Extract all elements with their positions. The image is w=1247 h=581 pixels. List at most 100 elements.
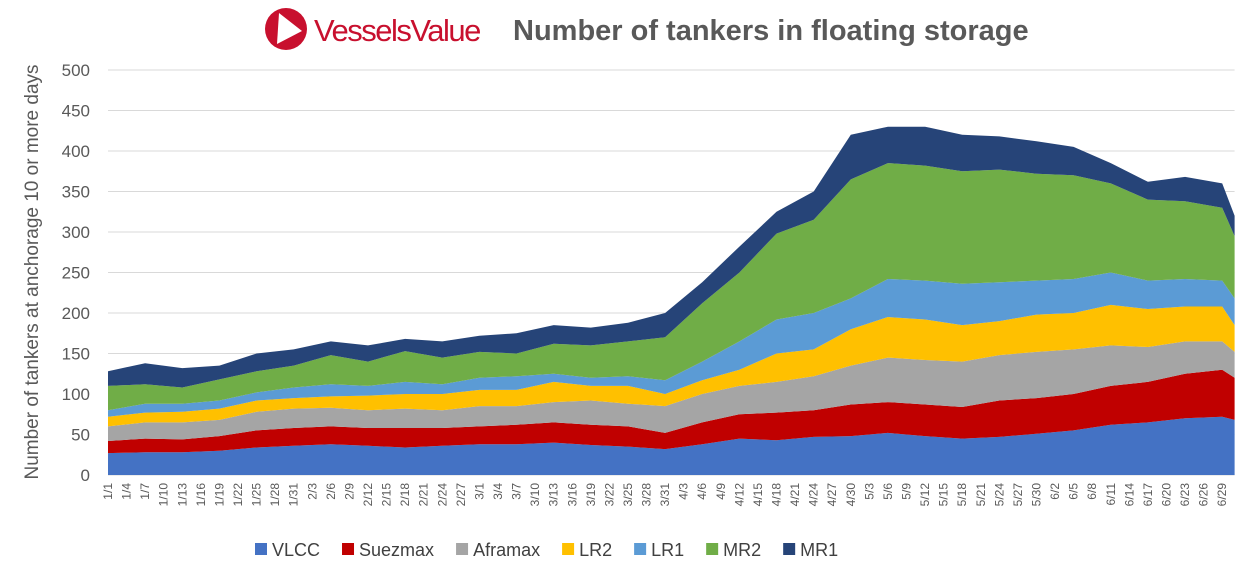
x-tick-label: 5/15 (937, 483, 951, 507)
x-tick-label: 6/20 (1159, 483, 1173, 507)
x-tick-label: 6/23 (1178, 483, 1192, 507)
legend-swatch-aframax (456, 543, 469, 555)
x-tick-label: 2/27 (454, 483, 468, 507)
x-tick-label: 5/27 (1011, 483, 1025, 507)
x-tick-label: 1/22 (231, 483, 245, 507)
legend-label-lr2: LR2 (579, 540, 612, 560)
x-tick-label: 1/25 (250, 483, 264, 507)
x-tick-label: 2/24 (435, 483, 449, 507)
legend: VLCC Suezmax Aframax LR2 LR1 MR2 MR1 (255, 540, 838, 560)
x-tick-label: 3/19 (584, 483, 598, 507)
x-tick-label: 4/9 (714, 483, 728, 500)
x-tick-label: 3/25 (621, 483, 635, 507)
x-tick-label: 3/13 (547, 483, 561, 507)
y-tick-label: 0 (81, 466, 90, 485)
y-axis-title: Number of tankers at anchorage 10 or mor… (22, 64, 43, 479)
legend-swatch-mr1 (783, 543, 796, 555)
legend-label-lr1: LR1 (651, 540, 684, 560)
y-tick-label: 500 (62, 61, 90, 80)
x-tick-label: 1/16 (194, 483, 208, 507)
y-tick-label: 200 (62, 304, 90, 323)
x-tick-label: 3/7 (510, 483, 524, 500)
chart-header: VesselsValue Number of tankers in floati… (265, 8, 1029, 50)
x-tick-label: 3/16 (565, 483, 579, 507)
x-tick-label: 1/19 (212, 483, 226, 507)
area-lr2 (108, 304, 1235, 427)
x-tick-label: 1/10 (157, 483, 171, 507)
y-tick-label: 450 (62, 102, 90, 121)
x-tick-label: 4/12 (732, 483, 746, 507)
x-tick-label: 4/18 (770, 483, 784, 507)
x-tick-label: 1/31 (287, 483, 301, 507)
x-tick-label: 6/26 (1197, 483, 1211, 507)
legend-label-mr1: MR1 (800, 540, 838, 560)
legend-label-mr2: MR2 (723, 540, 761, 560)
x-tick-label: 5/24 (992, 483, 1006, 507)
area-aframax (108, 341, 1235, 441)
x-tick-label: 4/15 (751, 483, 765, 507)
chart-title: Number of tankers in floating storage (513, 15, 1029, 47)
logo-triangle-icon (277, 13, 302, 44)
x-tick-label: 4/24 (807, 483, 821, 507)
x-tick-label: 1/4 (120, 483, 134, 500)
area-mr2 (108, 163, 1235, 411)
legend-label-aframax: Aframax (473, 540, 540, 560)
x-axis-ticks: 1/1 1/4 1/7 1/10 1/13 1/16 1/19 1/22 1/25 1/28 1/3… (101, 483, 1229, 507)
x-tick-label: 6/14 (1122, 483, 1136, 507)
x-tick-label: 6/11 (1104, 483, 1118, 506)
x-tick-label: 6/5 (1067, 483, 1081, 500)
x-tick-label: 2/3 (305, 483, 319, 500)
legend-label-vlcc: VLCC (272, 540, 320, 560)
legend-swatch-suezmax (342, 543, 355, 555)
x-tick-label: 5/21 (974, 483, 988, 507)
x-tick-label: 6/29 (1215, 483, 1229, 507)
x-tick-label: 2/6 (324, 483, 338, 500)
x-tick-label: 4/21 (788, 483, 802, 507)
stacked-areas (108, 126, 1235, 475)
x-tick-label: 6/8 (1085, 483, 1099, 500)
y-axis-ticks: 0 50 100 150 200 250 300 350 400 450 500 (62, 61, 90, 485)
brand-name: VesselsValue (314, 13, 480, 48)
x-tick-label: 4/3 (677, 483, 691, 500)
x-tick-label: 3/22 (602, 483, 616, 507)
x-tick-label: 4/6 (695, 483, 709, 500)
y-tick-label: 150 (62, 345, 90, 364)
area-vlcc (108, 416, 1235, 475)
x-tick-label: 6/2 (1048, 483, 1062, 500)
y-tick-label: 250 (62, 264, 90, 283)
x-tick-label: 1/1 (101, 483, 115, 500)
x-tick-label: 2/18 (398, 483, 412, 507)
x-tick-label: 3/28 (640, 483, 654, 507)
x-tick-label: 2/21 (417, 483, 431, 507)
legend-swatch-lr2 (562, 543, 575, 555)
legend-label-suezmax: Suezmax (359, 540, 434, 560)
area-lr1 (108, 272, 1235, 417)
area-suezmax (108, 369, 1235, 454)
y-tick-label: 300 (62, 223, 90, 242)
y-tick-label: 100 (62, 385, 90, 404)
x-tick-label: 3/31 (658, 483, 672, 507)
x-tick-label: 5/3 (862, 483, 876, 500)
x-tick-label: 1/28 (268, 483, 282, 507)
x-tick-label: 5/18 (955, 483, 969, 507)
legend-swatch-mr2 (706, 543, 719, 555)
x-tick-label: 3/10 (528, 483, 542, 507)
x-tick-label: 1/13 (175, 483, 189, 507)
x-tick-label: 5/30 (1030, 483, 1044, 507)
x-tick-label: 5/6 (881, 483, 895, 500)
y-tick-label: 350 (62, 183, 90, 202)
x-tick-label: 2/12 (361, 483, 375, 507)
x-tick-label: 2/15 (380, 483, 394, 507)
x-tick-label: 6/17 (1141, 483, 1155, 507)
y-tick-label: 50 (71, 426, 90, 445)
x-tick-label: 4/30 (844, 483, 858, 507)
x-tick-label: 1/7 (138, 483, 152, 500)
x-tick-label: 4/27 (825, 483, 839, 507)
legend-swatch-vlcc (255, 543, 267, 555)
y-tick-label: 400 (62, 142, 90, 161)
x-tick-label: 3/1 (472, 483, 486, 500)
x-tick-label: 5/12 (918, 483, 932, 507)
x-tick-label: 2/9 (342, 483, 356, 500)
legend-swatch-lr1 (634, 543, 647, 555)
